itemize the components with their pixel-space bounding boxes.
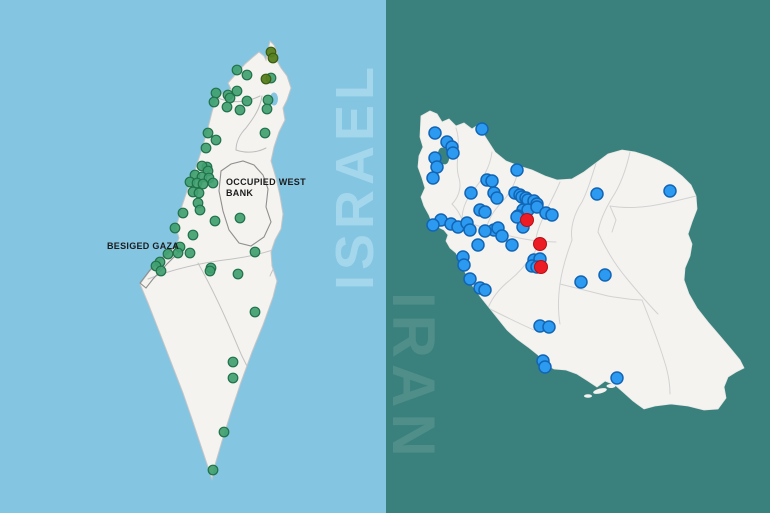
gulf-islands	[584, 384, 616, 398]
iran-map	[417, 110, 745, 411]
israel-strike-marker	[261, 103, 273, 115]
iran-special-marker	[533, 237, 547, 251]
gaza-label-line1: BESIGED GAZA	[107, 241, 180, 251]
israel-strike-marker	[231, 64, 243, 76]
israel-strike-marker	[177, 207, 189, 219]
israel-strike-marker	[210, 134, 222, 146]
iran-strike-marker	[478, 224, 492, 238]
iran-strike-marker	[464, 186, 478, 200]
israel-panel: ISRAEL OCCUPIED WEST	[0, 0, 386, 513]
iran-special-marker	[534, 260, 548, 274]
israel-strike-marker	[193, 187, 205, 199]
israel-strike-marker	[259, 127, 271, 139]
iran-strike-markers	[426, 122, 677, 385]
iran-strike-marker	[505, 238, 519, 252]
iran-strike-marker	[495, 229, 509, 243]
iran-special-marker	[520, 213, 534, 227]
israel-strike-markers	[150, 46, 279, 476]
road-line	[147, 244, 287, 280]
israel-strike-marker	[162, 248, 174, 260]
israel-strike-marker	[207, 177, 219, 189]
israel-strike-marker	[169, 222, 181, 234]
israel-strike-marker	[200, 142, 212, 154]
israel-strike-marker	[209, 215, 221, 227]
israel-strike-marker	[234, 104, 246, 116]
israel-strike-marker	[184, 247, 196, 259]
israel-strike-marker	[197, 178, 209, 190]
israel-strike-marker	[204, 265, 216, 277]
iran-strike-marker	[574, 275, 588, 289]
iran-strike-marker	[545, 208, 559, 222]
iran-strike-marker	[463, 223, 477, 237]
iran-strike-marker	[510, 163, 524, 177]
iran-strike-marker	[538, 360, 552, 374]
iran-country-shape	[417, 110, 745, 411]
gaza-label: BESIGED GAZA	[107, 241, 179, 252]
iran-strike-marker	[457, 258, 471, 272]
israel-strike-marker-dark	[260, 73, 272, 85]
israel-strike-marker	[227, 372, 239, 384]
israel-strike-marker	[187, 229, 199, 241]
iran-strike-marker	[428, 126, 442, 140]
west-bank-label: OCCUPIED WEST BANK	[226, 177, 306, 199]
israel-strike-marker	[155, 265, 167, 277]
iran-strike-marker	[598, 268, 612, 282]
israel-strike-marker	[232, 268, 244, 280]
israel-strike-marker	[207, 464, 219, 476]
israel-strike-marker	[249, 306, 261, 318]
iran-strike-marker	[490, 191, 504, 205]
district-border	[235, 147, 267, 153]
israel-strike-marker-dark	[267, 52, 279, 64]
israel-map	[139, 40, 292, 481]
israel-strike-marker	[262, 94, 274, 106]
iran-strike-marker	[446, 146, 460, 160]
west-bank-label-line2: BANK	[226, 188, 254, 198]
israel-strike-marker	[224, 92, 236, 104]
israel-strike-marker	[249, 246, 261, 258]
west-bank-label-line1: OCCUPIED WEST	[226, 177, 306, 187]
iran-strike-marker	[475, 122, 489, 136]
iran-strike-marker	[478, 205, 492, 219]
iran-strike-marker	[430, 160, 444, 174]
iran-panel: IRAN	[380, 0, 770, 513]
iran-strike-marker	[542, 320, 556, 334]
iran-strike-marker	[485, 174, 499, 188]
israel-strike-marker	[231, 85, 243, 97]
iran-strike-marker	[426, 171, 440, 185]
iran-strike-marker	[478, 283, 492, 297]
israel-strike-marker	[194, 204, 206, 216]
road-line	[269, 244, 287, 277]
israel-strike-marker	[241, 69, 253, 81]
iran-strike-marker	[471, 238, 485, 252]
west-bank-border	[218, 160, 272, 247]
israel-strike-marker	[202, 127, 214, 139]
iran-strike-marker	[663, 184, 677, 198]
israel-strike-marker	[210, 87, 222, 99]
israel-strike-marker	[221, 101, 233, 113]
israel-strike-marker	[241, 95, 253, 107]
israel-strike-marker	[227, 356, 239, 368]
district-border	[235, 95, 263, 151]
district-border	[217, 95, 261, 103]
iran-strike-marker	[463, 272, 477, 286]
israel-strike-marker	[218, 426, 230, 438]
iran-strike-marker	[426, 218, 440, 232]
israel-strike-marker	[234, 212, 246, 224]
iran-strike-marker	[590, 187, 604, 201]
iran-strike-marker	[610, 371, 624, 385]
israel-strike-marker	[208, 96, 220, 108]
